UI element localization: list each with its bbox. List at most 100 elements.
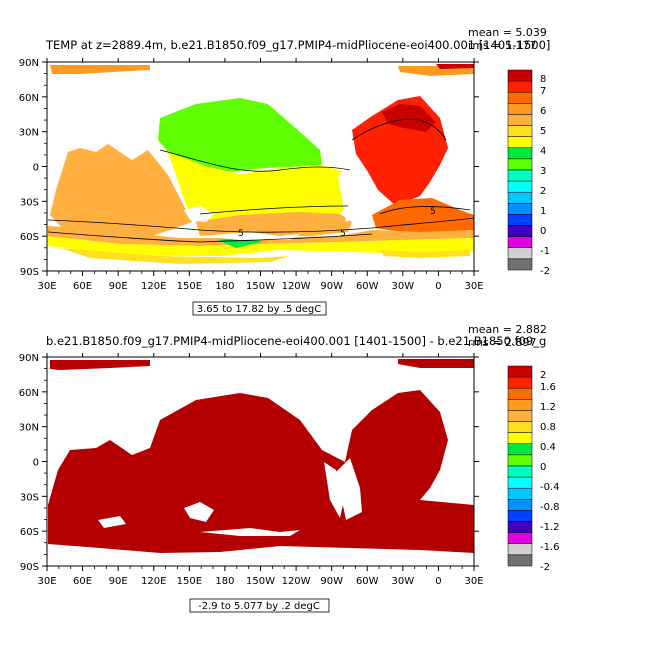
x-tick-label: 30E xyxy=(37,281,56,292)
x-tick-label: 30W xyxy=(392,281,415,292)
y-tick-label: 30N xyxy=(19,423,39,434)
colorbar-swatch xyxy=(507,247,533,260)
y-tick-label: 90S xyxy=(20,267,39,278)
region-indian xyxy=(50,144,192,240)
land-diff-antarctic xyxy=(200,528,300,536)
x-tick-label: 120E xyxy=(141,576,166,587)
colorbar-swatch xyxy=(507,80,533,93)
panel1-field: 5 5 5 xyxy=(47,64,474,264)
panel1-contours xyxy=(47,118,474,243)
colorbar-swatch xyxy=(507,125,533,137)
panel1-colorbar: 87 6 5 4 3 2 1 0 -1 -2 xyxy=(507,69,550,277)
colorbar-swatch xyxy=(507,136,533,149)
panel2-contour-box xyxy=(189,598,330,613)
region-north-pacific xyxy=(158,98,322,172)
colorbar-swatch xyxy=(507,376,533,389)
x-tick-label: 30E xyxy=(464,576,483,587)
colorbar-label: -0.8 xyxy=(540,502,560,513)
land-australia xyxy=(184,206,214,222)
colorbar-label: -1.6 xyxy=(540,542,560,553)
colorbar-swatch xyxy=(507,499,533,511)
colorbar-swatch xyxy=(507,236,533,249)
colorbar-label: -2 xyxy=(540,562,550,573)
x-tick-label: 60E xyxy=(73,576,92,587)
colorbar-swatch xyxy=(507,258,533,271)
x-tick-label: 60W xyxy=(356,576,379,587)
y-tick-label: 0 xyxy=(33,163,39,174)
panel-temp: TEMP at z=2889.4m, b.e21.B1850.f09_g17.P… xyxy=(19,26,550,316)
region-diff-arctic xyxy=(50,360,150,370)
panel-diff: b.e21.B1850.f09_g17.PMIP4-midPliocene-eo… xyxy=(19,323,560,613)
x-tick-label: 90W xyxy=(320,576,343,587)
region-north-atlantic-core xyxy=(382,104,436,132)
colorbar-swatch xyxy=(507,476,533,489)
panel2-contour-info: -2.9 to 5.077 by .2 degC xyxy=(198,601,320,612)
colorbar-label: 1 xyxy=(540,206,546,217)
colorbar-swatch xyxy=(507,554,533,567)
x-tick-label: 90E xyxy=(109,281,128,292)
colorbar-label: 1.2 xyxy=(540,402,556,413)
colorbar-swatch xyxy=(507,365,533,378)
colorbar-label: 8 xyxy=(540,74,546,85)
colorbar-label: -2 xyxy=(540,266,550,277)
colorbar-swatch xyxy=(507,191,533,204)
x-tick-label: 30E xyxy=(464,281,483,292)
panel1-yaxis: 90N 60N 30N 0 30S 60S 90S xyxy=(19,58,479,278)
region-south-atlantic xyxy=(372,198,474,232)
x-tick-label: 120W xyxy=(282,281,311,292)
contour-line xyxy=(379,206,471,215)
x-tick-label: 120W xyxy=(282,576,311,587)
x-tick-label: 0 xyxy=(435,576,441,587)
colorbar-label: 0 xyxy=(540,462,546,473)
region-arctic-red xyxy=(436,64,474,69)
x-tick-label: 30W xyxy=(392,576,415,587)
colorbar-swatch xyxy=(507,521,533,533)
colorbar-label: 0.8 xyxy=(540,422,556,433)
region-southern-yellow xyxy=(48,236,474,256)
x-tick-label: 0 xyxy=(435,281,441,292)
colorbar-swatch xyxy=(507,487,533,500)
y-tick-label: 90N xyxy=(19,353,39,364)
colorbar-swatch xyxy=(507,443,533,456)
contour-line xyxy=(47,217,474,233)
colorbar-swatch xyxy=(507,543,533,556)
colorbar-label: 2 xyxy=(540,370,546,381)
colorbar-label: -1 xyxy=(540,246,550,257)
colorbar-label: -1.2 xyxy=(540,522,560,533)
colorbar-label: 4 xyxy=(540,146,546,157)
colorbar-label: 0.4 xyxy=(540,442,556,453)
colorbar-swatch xyxy=(507,180,533,193)
colorbar-swatch xyxy=(507,399,533,411)
x-tick-label: 90E xyxy=(109,576,128,587)
colorbar-swatch xyxy=(507,532,533,545)
colorbar-swatch xyxy=(507,114,533,126)
colorbar-label: 5 xyxy=(540,126,546,137)
x-tick-label: 180 xyxy=(215,576,234,587)
contour-line xyxy=(199,205,349,215)
colorbar-label: 1.6 xyxy=(540,382,556,393)
colorbar-label: 2 xyxy=(540,186,546,197)
panel1-mean: mean = 5.039 xyxy=(468,26,547,39)
contour-label: 5 xyxy=(340,229,346,239)
colorbar-swatch xyxy=(507,91,533,104)
x-tick-label: 30E xyxy=(37,576,56,587)
panel2-mean: mean = 2.882 xyxy=(468,323,547,336)
colorbar-swatch xyxy=(507,454,533,467)
y-tick-label: 60S xyxy=(20,232,39,243)
colorbar-swatch xyxy=(507,421,533,433)
region-southern-orange xyxy=(48,226,474,246)
land-antarctic-strip xyxy=(200,232,300,240)
region-diff-ocean xyxy=(48,390,474,553)
colorbar-label: -0.4 xyxy=(540,482,560,493)
contour-line xyxy=(159,149,351,172)
x-tick-label: 150W xyxy=(246,281,275,292)
contour-label: 5 xyxy=(238,229,244,239)
panel2-yaxis: 90N 60N 30N 0 30S 60S 90S xyxy=(19,353,479,573)
panel2-xaxis: 30E 60E 90E 120E 150E 180 150W 120W 90W 60W 30W 0 30… xyxy=(37,353,484,587)
colorbar-label: 0 xyxy=(540,226,546,237)
x-tick-label: 120E xyxy=(141,281,166,292)
panel1-rms: rms = 5.177 xyxy=(468,39,536,52)
colorbar-swatch xyxy=(507,158,533,171)
panel2-title: b.e21.B1850.f09_g17.PMIP4-midPliocene-eo… xyxy=(46,334,546,348)
y-tick-label: 60N xyxy=(19,93,39,104)
